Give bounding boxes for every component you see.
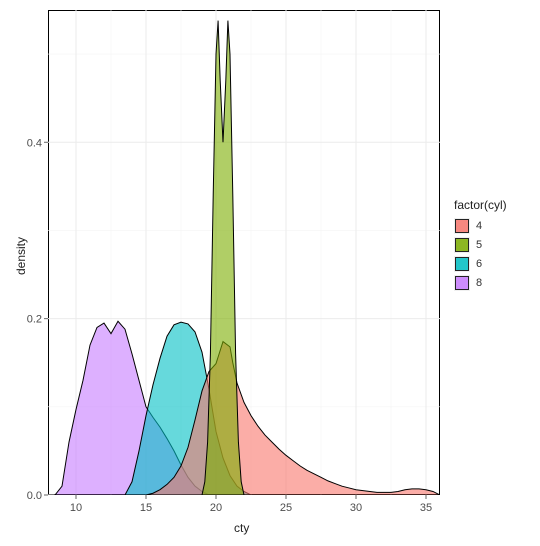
legend-key: [454, 237, 470, 253]
legend-items: 4 5 6 8: [454, 218, 507, 291]
legend-item-4: 4: [454, 218, 507, 234]
legend-item-5: 5: [454, 237, 507, 253]
x-tick-label: 10: [70, 502, 82, 514]
legend-item-6: 6: [454, 256, 507, 272]
y-axis-title: density: [14, 236, 28, 274]
y-tick-label: 0.0: [27, 490, 42, 502]
legend-label: 5: [476, 239, 482, 251]
density-chart: 10 15 20 25 30 35 0.0 0.2 0.4 density cty factor…: [0, 0, 540, 546]
legend: factor(cyl) 4 5 6 8: [454, 198, 507, 294]
legend-item-8: 8: [454, 275, 507, 291]
x-tick-label: 35: [420, 502, 432, 514]
x-axis-title: cty: [234, 521, 249, 535]
x-tick-label: 25: [280, 502, 292, 514]
x-tick-label: 30: [350, 502, 362, 514]
legend-key: [454, 275, 470, 291]
density-5: [202, 21, 244, 495]
legend-title: factor(cyl): [454, 198, 507, 212]
y-tick-label: 0.4: [27, 137, 42, 149]
y-tick-label: 0.2: [27, 314, 42, 326]
legend-key: [454, 218, 470, 234]
x-tick-label: 15: [140, 502, 152, 514]
legend-label: 8: [476, 277, 482, 289]
legend-key: [454, 256, 470, 272]
x-tick-label: 20: [210, 502, 222, 514]
legend-label: 6: [476, 258, 482, 270]
legend-label: 4: [476, 220, 482, 232]
